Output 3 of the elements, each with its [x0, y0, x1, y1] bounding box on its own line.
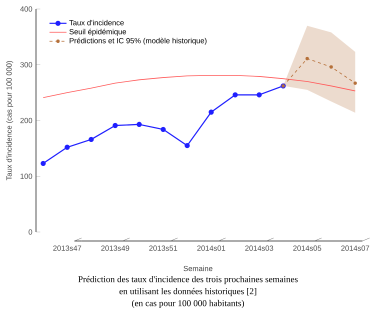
text: en utilisant les données historiques [2] [119, 288, 256, 296]
text: Prédiction des taux d'incidence des trois prochaines semaines [78, 276, 298, 284]
text: (en cas pour 100 000 habitants) [132, 300, 244, 308]
